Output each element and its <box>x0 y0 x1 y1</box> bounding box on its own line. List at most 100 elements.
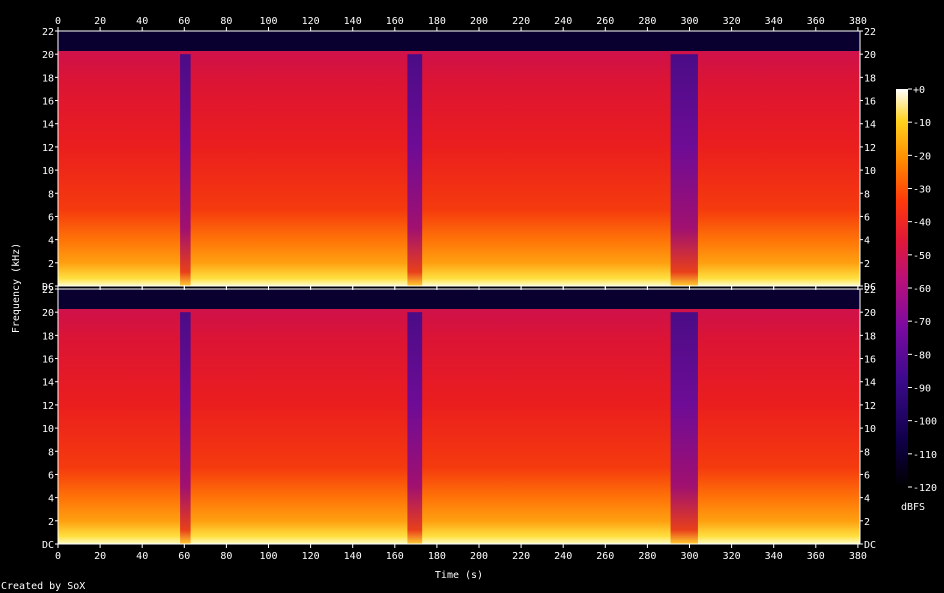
x-tick-label-top: 240 <box>554 16 572 27</box>
colorbar-ticks: +0 -10 -20 -30 -40 -50 -60 -70 -80 -90 -100 -110 -12… <box>908 85 937 494</box>
y-tick-label-right: DC <box>864 540 876 551</box>
y-tick-label-right: 22 <box>864 27 876 38</box>
x-tick-label-top: 300 <box>680 16 698 27</box>
y-tick-label-left: 12 <box>42 401 54 412</box>
x-tick-label-top: 100 <box>259 16 277 27</box>
y-tick-label-left: 12 <box>42 143 54 154</box>
x-tick-label-bottom: 0 <box>55 551 61 562</box>
y-tick-label-left: 8 <box>48 189 54 200</box>
x-tick-label-top: 380 <box>849 16 867 27</box>
y-tick-label-right: DC <box>864 282 876 293</box>
y-tick-label-right: 20 <box>864 308 876 319</box>
y-tick-label-right: 2 <box>864 259 870 270</box>
x-tick-label-bottom: 140 <box>344 551 362 562</box>
colorbar-tick-label: -110 <box>913 450 937 461</box>
colorbar-tick-label: -60 <box>913 284 931 295</box>
y-tick-label-left: 10 <box>42 424 54 435</box>
y-tick-label-left: 2 <box>48 517 54 528</box>
x-tick-label-top: 160 <box>386 16 404 27</box>
x-tick-label-top: 340 <box>765 16 783 27</box>
channel-1-above-cutoff <box>58 31 860 51</box>
x-tick-label-top: 280 <box>638 16 656 27</box>
x-tick-label-bottom: 100 <box>259 551 277 562</box>
channel-2-quiet-regions <box>180 312 698 544</box>
colorbar-tick-label: -100 <box>913 417 937 428</box>
y-tick-label-left: 18 <box>42 73 54 84</box>
y-tick-label-left: 16 <box>42 97 54 108</box>
channel-2-above-cutoff <box>58 289 860 309</box>
colorbar-tick-label: -40 <box>913 218 931 229</box>
y-tick-label-right: 8 <box>864 447 870 458</box>
x-axis-ticks: 0 0 20 20 40 40 60 60 80 80 100 100 120 120 140 140 160 1… <box>55 16 867 562</box>
y-tick-label-left: 4 <box>48 494 54 505</box>
colorbar-tick-label: -90 <box>913 384 931 395</box>
quiet-segment <box>180 312 191 544</box>
x-tick-label-bottom: 340 <box>765 551 783 562</box>
colorbar-tick-label: -50 <box>913 251 931 262</box>
colorbar-label: dBFS <box>901 502 925 513</box>
x-tick-label-top: 360 <box>807 16 825 27</box>
x-axis-label: Time (s) <box>435 570 483 581</box>
x-tick-label-bottom: 240 <box>554 551 572 562</box>
x-tick-label-bottom: 60 <box>178 551 190 562</box>
y-tick-label-left: 8 <box>48 447 54 458</box>
y-tick-label-left: 10 <box>42 166 54 177</box>
x-tick-label-top: 120 <box>302 16 320 27</box>
colorbar-tick-label: +0 <box>913 85 925 96</box>
colorbar-tick-label: -10 <box>913 118 931 129</box>
x-tick-label-bottom: 360 <box>807 551 825 562</box>
y-tick-label-right: 14 <box>864 120 876 131</box>
footer-credit: Created by SoX <box>1 581 85 592</box>
y-tick-label-left: DC <box>42 282 54 293</box>
y-tick-label-right: 18 <box>864 331 876 342</box>
y-tick-label-right: 6 <box>864 212 870 223</box>
quiet-segment <box>670 54 698 286</box>
colorbar-tick-label: -20 <box>913 151 931 162</box>
y-tick-label-left: 2 <box>48 259 54 270</box>
y-tick-label-right: 16 <box>864 97 876 108</box>
x-tick-label-bottom: 160 <box>386 551 404 562</box>
x-tick-label-bottom: 200 <box>470 551 488 562</box>
x-tick-label-top: 80 <box>220 16 232 27</box>
y-tick-label-left: 16 <box>42 355 54 366</box>
y-tick-label-right: 8 <box>864 189 870 200</box>
x-tick-label-top: 220 <box>512 16 530 27</box>
x-tick-label-top: 40 <box>136 16 148 27</box>
y-tick-label-right: 6 <box>864 470 870 481</box>
colorbar-tick-label: -80 <box>913 350 931 361</box>
channel-1-spectrogram <box>58 31 860 286</box>
y-tick-label-left: 6 <box>48 470 54 481</box>
y-tick-label-left: 22 <box>42 27 54 38</box>
y-tick-label-left: 22 <box>42 285 54 296</box>
y-tick-label-right: 22 <box>864 285 876 296</box>
x-tick-label-top: 140 <box>344 16 362 27</box>
quiet-segment <box>670 312 698 544</box>
channel-1-quiet-regions <box>180 54 698 286</box>
x-tick-label-bottom: 220 <box>512 551 530 562</box>
x-tick-label-bottom: 180 <box>428 551 446 562</box>
channel-1-frame <box>57 30 861 287</box>
x-tick-label-top: 20 <box>94 16 106 27</box>
quiet-segment <box>180 54 191 286</box>
x-tick-label-top: 200 <box>470 16 488 27</box>
channel-1-plot <box>57 30 861 287</box>
y-tick-label-right: 12 <box>864 143 876 154</box>
y-tick-label-left: 4 <box>48 236 54 247</box>
x-tick-label-bottom: 300 <box>680 551 698 562</box>
y-tick-label-right: 16 <box>864 355 876 366</box>
y-tick-label-right: 12 <box>864 401 876 412</box>
x-tick-label-bottom: 20 <box>94 551 106 562</box>
colorbar-tick-label: -70 <box>913 317 931 328</box>
x-tick-label-top: 320 <box>723 16 741 27</box>
quiet-segment <box>407 54 423 286</box>
y-axis-label: Frequency (kHz) <box>11 243 22 333</box>
x-tick-label-bottom: 260 <box>596 551 614 562</box>
x-tick-label-top: 260 <box>596 16 614 27</box>
y-tick-label-left: DC <box>42 540 54 551</box>
y-tick-label-right: 14 <box>864 378 876 389</box>
y-tick-label-left: 14 <box>42 120 54 131</box>
x-tick-label-bottom: 120 <box>302 551 320 562</box>
y-tick-label-left: 20 <box>42 308 54 319</box>
